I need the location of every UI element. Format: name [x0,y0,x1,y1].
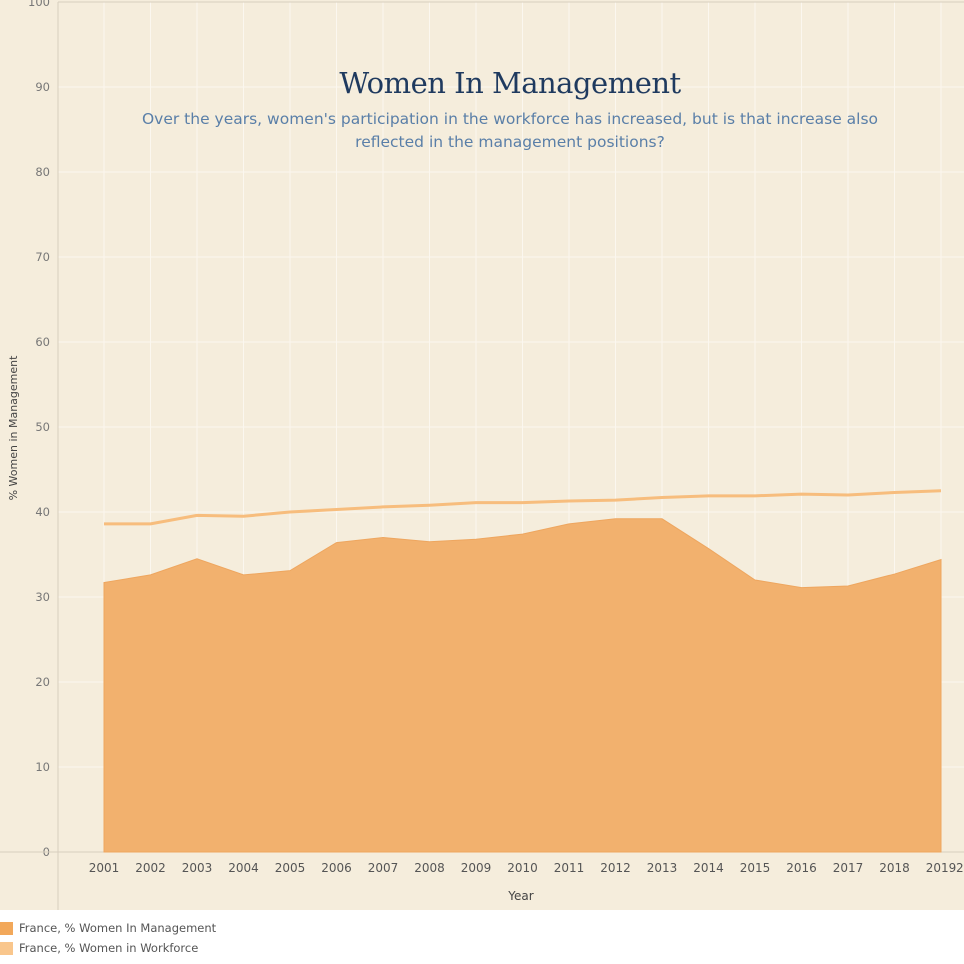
x-tick-label-partial: 2 [956,861,964,875]
y-tick-label: 10 [35,760,50,774]
point-workforce-2013[interactable] [658,494,666,502]
point-workforce-2007[interactable] [379,503,387,511]
x-tick-label: 2008 [414,861,445,875]
point-workforce-2002[interactable] [147,520,155,528]
point-management-2010[interactable] [519,530,527,538]
point-workforce-2019[interactable] [937,487,945,495]
point-workforce-2017[interactable] [844,491,852,499]
x-tick-label: 2018 [879,861,910,875]
y-tick-label: 90 [35,80,50,94]
x-axis-label: Year [507,889,533,903]
point-workforce-2015[interactable] [751,492,759,500]
point-workforce-2008[interactable] [426,501,434,509]
line-women-in-workforce[interactable] [104,489,942,526]
point-management-2003[interactable] [193,555,201,563]
y-tick-label: 20 [35,675,50,689]
point-management-2013[interactable] [658,515,666,523]
x-tick-label: 2004 [228,861,259,875]
area-women-in-management[interactable] [103,518,942,853]
x-tick-label: 2002 [135,861,166,875]
x-tick-label: 2001 [89,861,120,875]
x-tick-label: 2006 [321,861,352,875]
y-tick-label: 50 [35,420,50,434]
y-tick-label: 70 [35,250,50,264]
point-management-2016[interactable] [798,584,806,592]
legend-label-management: France, % Women In Management [19,921,217,935]
x-tick-label: 2011 [554,861,585,875]
point-management-2014[interactable] [705,545,713,553]
legend-item-management[interactable]: France, % Women In Management [0,918,216,938]
legend-swatch-management [0,921,13,935]
y-tick-label: 60 [35,335,50,349]
point-management-2019[interactable] [937,556,945,564]
legend-swatch-workforce [0,941,13,955]
y-tick-label: 100 [28,0,50,9]
point-workforce-2011[interactable] [565,497,573,505]
series-layer [100,487,945,853]
x-tick-label: 2003 [182,861,213,875]
point-management-2018[interactable] [891,570,899,578]
legend-label-workforce: France, % Women in Workforce [19,941,199,955]
x-tick-label: 2017 [833,861,864,875]
point-workforce-2014[interactable] [705,492,713,500]
x-tick-label: 2016 [786,861,817,875]
x-tick-label: 2014 [693,861,724,875]
legend-item-workforce[interactable]: France, % Women in Workforce [0,938,216,958]
y-axis-label: % Women in Management [7,355,20,501]
x-tick-label: 2015 [740,861,771,875]
y-tick-label: 40 [35,505,50,519]
point-management-2006[interactable] [333,539,341,547]
x-tick-label: 2019 [926,861,957,875]
point-management-2004[interactable] [240,571,248,579]
x-tick-label: 2013 [647,861,678,875]
point-workforce-2001[interactable] [100,520,108,528]
x-tick-label: 2010 [507,861,538,875]
point-workforce-2016[interactable] [798,490,806,498]
y-tick-label: 80 [35,165,50,179]
x-tick-label: 2005 [275,861,306,875]
point-workforce-2005[interactable] [286,508,294,516]
point-workforce-2006[interactable] [333,505,341,513]
legend: France, % Women In Management France, % … [0,918,216,958]
point-management-2011[interactable] [565,520,573,528]
point-management-2015[interactable] [751,576,759,584]
point-workforce-2004[interactable] [240,512,248,520]
point-management-2001[interactable] [100,579,108,587]
point-management-2002[interactable] [147,571,155,579]
point-workforce-2010[interactable] [519,499,527,507]
point-management-2008[interactable] [426,538,434,546]
x-tick-label: 2007 [368,861,399,875]
point-workforce-2009[interactable] [472,499,480,507]
point-management-2005[interactable] [286,567,294,575]
point-workforce-2012[interactable] [612,496,620,504]
x-tick-label: 2009 [461,861,492,875]
y-tick-label: 30 [35,590,50,604]
point-workforce-2003[interactable] [193,511,201,519]
point-management-2009[interactable] [472,535,480,543]
point-workforce-2018[interactable] [891,488,899,496]
point-management-2007[interactable] [379,534,387,542]
point-management-2017[interactable] [844,582,852,590]
point-management-2012[interactable] [612,515,620,523]
x-tick-label: 2012 [600,861,631,875]
